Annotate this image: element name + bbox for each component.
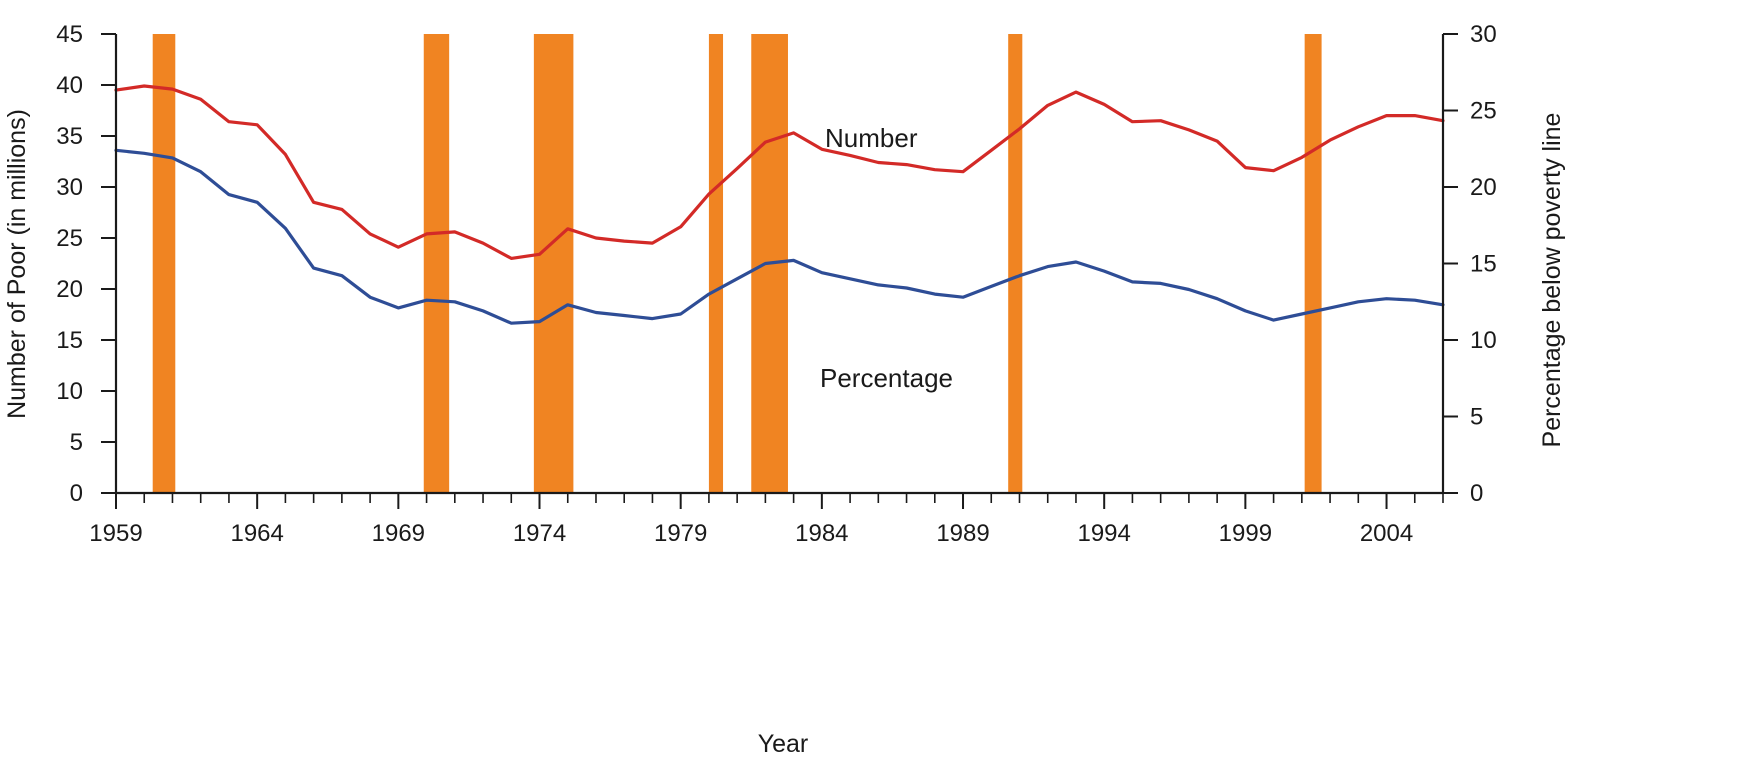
y-axis-right-title: Percentage below poverty line (1538, 113, 1566, 448)
x-tick-label-1989: 1989 (936, 520, 989, 547)
x-tick-label-2004: 2004 (1360, 520, 1413, 547)
y-left-tick-label-10: 10 (56, 378, 83, 405)
series-label-percentage: Percentage (820, 363, 953, 393)
x-tick-label-1994: 1994 (1077, 520, 1130, 547)
x-tick-label-1984: 1984 (795, 520, 848, 547)
y-right-tick-label-20: 20 (1470, 174, 1497, 201)
y-right-tick-label-30: 30 (1470, 21, 1497, 48)
y-right-tick-label-5: 5 (1470, 404, 1483, 431)
recession-bar-1 (423, 34, 450, 493)
y-right-tick-label-10: 10 (1470, 327, 1497, 354)
y-right-tick-label-15: 15 (1470, 251, 1497, 278)
x-tick-label-1964: 1964 (230, 520, 283, 547)
series-label-number: Number (825, 123, 918, 153)
x-tick-label-1969: 1969 (372, 520, 425, 547)
recession-bars (152, 34, 1322, 493)
x-tick-label-1974: 1974 (513, 520, 566, 547)
series-line-percentage (114, 148, 1445, 325)
recession-bar-0 (152, 34, 176, 493)
labels: Year Number of Poor (in millions) Percen… (3, 109, 1566, 758)
x-axis-title: Year (758, 730, 809, 758)
recession-bar-6 (1304, 34, 1322, 493)
axes: 0 5 10 15 20 25 30 35 40 45 0 5 10 15 20 25 30 1959 1964 19… (56, 21, 1496, 547)
y-left-tick-label-0: 0 (70, 480, 83, 507)
y-left-tick-label-30: 30 (56, 174, 83, 201)
y-left-tick-label-45: 45 (56, 21, 83, 48)
series-line-number (114, 84, 1445, 260)
x-tick-label-1999: 1999 (1219, 520, 1272, 547)
recession-bar-3 (708, 34, 724, 493)
y-left-tick-label-5: 5 (70, 429, 83, 456)
y-left-tick-label-15: 15 (56, 327, 83, 354)
y-left-tick-label-20: 20 (56, 276, 83, 303)
series-lines (114, 84, 1445, 325)
x-tick-label-1979: 1979 (654, 520, 707, 547)
recession-bar-2 (533, 34, 574, 493)
y-right-tick-label-0: 0 (1470, 480, 1483, 507)
y-left-tick-label-35: 35 (56, 123, 83, 150)
recession-bar-5 (1008, 34, 1023, 493)
y-left-tick-label-25: 25 (56, 225, 83, 252)
y-axis-left-title: Number of Poor (in millions) (3, 109, 31, 419)
x-tick-label-1959: 1959 (89, 520, 142, 547)
y-right-tick-label-25: 25 (1470, 98, 1497, 125)
y-left-tick-label-40: 40 (56, 72, 83, 99)
